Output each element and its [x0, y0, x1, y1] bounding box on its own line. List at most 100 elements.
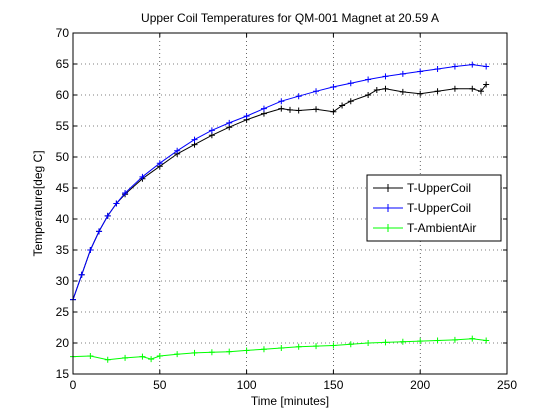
y-tick-label: 40	[56, 212, 70, 226]
data-point	[226, 119, 233, 126]
data-point	[104, 212, 111, 219]
y-tick-label: 65	[56, 57, 70, 71]
data-point	[174, 147, 181, 154]
legend-label: T-UpperCoil	[407, 201, 471, 215]
data-point	[139, 353, 146, 360]
x-tick-label: 150	[323, 378, 343, 392]
data-point	[87, 353, 94, 360]
data-point	[148, 356, 155, 363]
x-axis: 0 50 100 150 200 250	[70, 33, 517, 392]
data-point	[483, 63, 490, 70]
chart-title: Upper Coil Temperatures for QM-001 Magne…	[141, 11, 439, 25]
data-point	[365, 92, 372, 98]
data-point	[382, 73, 389, 80]
data-point	[469, 85, 476, 92]
data-point	[382, 339, 389, 346]
data-point	[295, 107, 302, 114]
data-point	[208, 127, 215, 134]
data-point	[339, 102, 346, 109]
y-axis: 15 20 25 30 35 40 45 50 55 60 65 70	[56, 26, 507, 381]
data-point	[399, 88, 406, 95]
data-point	[483, 337, 490, 344]
data-point	[373, 87, 380, 94]
data-point	[243, 347, 250, 354]
series-1	[70, 61, 490, 303]
data-point	[451, 336, 458, 343]
data-point	[313, 88, 320, 95]
data-point	[382, 85, 389, 92]
x-tick-label: 250	[497, 378, 517, 392]
y-axis-label: Temperature[deg C]	[31, 150, 45, 256]
data-point	[330, 108, 337, 115]
plot-border	[72, 32, 508, 375]
data-point	[139, 173, 146, 180]
data-point	[434, 88, 441, 95]
y-tick-label: 55	[56, 119, 70, 133]
data-point	[399, 338, 406, 345]
data-point	[469, 335, 476, 342]
data-point	[278, 98, 285, 105]
data-point	[451, 85, 458, 92]
legend-marker	[384, 204, 392, 212]
data-point	[191, 136, 198, 143]
x-tick-label: 50	[153, 378, 167, 392]
data-point	[191, 349, 198, 356]
data-point	[226, 348, 233, 355]
data-point	[278, 105, 285, 112]
data-point	[434, 65, 441, 72]
y-tick-label: 45	[56, 181, 70, 195]
data-point	[417, 68, 424, 75]
data-point	[174, 351, 181, 358]
data-point	[347, 341, 354, 348]
x-tick-label: 0	[70, 378, 77, 392]
y-tick-label: 15	[56, 367, 70, 381]
data-point	[313, 106, 320, 113]
legend-label: T-UpperCoil	[407, 181, 471, 195]
data-point	[96, 228, 103, 235]
y-tick-label: 60	[56, 88, 70, 102]
data-point	[278, 344, 285, 351]
data-point	[156, 353, 163, 360]
data-point	[313, 343, 320, 350]
data-point	[243, 113, 250, 120]
data-point	[399, 70, 406, 77]
data-point	[451, 63, 458, 70]
series-layer	[70, 61, 490, 363]
data-point	[156, 160, 163, 167]
data-point	[469, 61, 476, 68]
legend: T-UpperCoil T-UpperCoil T-AmbientAir	[366, 174, 502, 242]
grid-lines	[73, 33, 507, 374]
legend-marker	[384, 184, 392, 192]
data-point	[347, 98, 354, 105]
data-point	[122, 189, 129, 196]
series-2	[70, 335, 490, 363]
y-tick-label: 35	[56, 243, 70, 257]
series-line	[72, 64, 487, 300]
x-tick-label: 200	[410, 378, 430, 392]
data-point	[113, 200, 120, 207]
legend-item: T-UpperCoil	[373, 201, 471, 215]
y-tick-label: 20	[56, 336, 70, 350]
data-point	[208, 349, 215, 356]
data-point	[330, 342, 337, 349]
data-point	[78, 271, 85, 278]
data-point	[287, 106, 293, 113]
data-point	[483, 81, 490, 88]
y-tick-label: 30	[56, 274, 70, 288]
data-point	[87, 247, 94, 253]
y-tick-label: 70	[56, 26, 70, 40]
data-point	[122, 354, 129, 361]
data-point	[330, 83, 337, 90]
x-tick-label: 100	[237, 378, 257, 392]
data-point	[260, 105, 267, 112]
data-point	[260, 346, 267, 353]
x-axis-label: Time [minutes]	[251, 394, 329, 408]
data-point	[104, 356, 111, 363]
data-point	[477, 88, 484, 95]
data-point	[365, 340, 372, 346]
legend-label: T-AmbientAir	[407, 221, 476, 235]
y-tick-label: 50	[56, 150, 70, 164]
y-tick-label: 25	[56, 305, 70, 319]
legend-marker	[384, 224, 392, 232]
